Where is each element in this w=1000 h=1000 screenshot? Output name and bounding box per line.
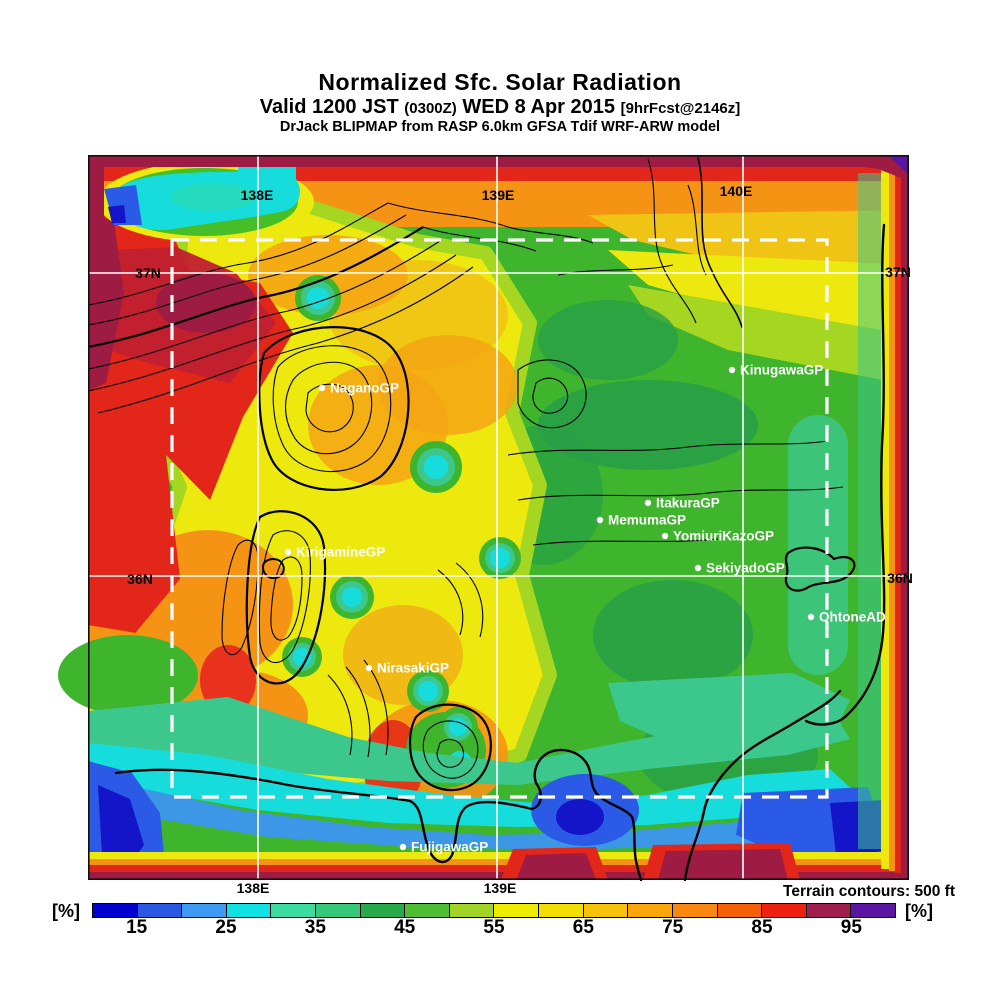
station-marker	[728, 366, 736, 374]
colorbar-tick: 45	[394, 917, 416, 938]
colorbar-unit-left: [%]	[52, 901, 80, 921]
grid-label: 138E	[241, 187, 274, 203]
station-label: KirigamineGP	[296, 545, 385, 560]
station-marker	[365, 664, 373, 672]
station-label: YomiuriKazoGP	[673, 529, 774, 544]
river-line	[697, 157, 743, 328]
grid-label: 138E	[237, 880, 270, 896]
station-label: MemumaGP	[608, 513, 686, 528]
colorbar-segment	[716, 904, 762, 917]
colorbar-segment	[315, 904, 360, 917]
station-label: FujigawaGP	[411, 840, 488, 855]
forecast-tag: [9hrFcst@2146z]	[620, 99, 741, 117]
station-label: NaganoGP	[330, 381, 399, 396]
header: Normalized Sfc. Solar Radiation Valid 12…	[0, 69, 1000, 136]
station-label: SekiyadoGP	[706, 561, 785, 576]
colorbar-tick-labels: 15 25 35 45 55 65 75 85 95	[92, 917, 896, 941]
grid-label: 140E	[720, 183, 753, 199]
cold-spots	[282, 275, 521, 747]
station-marker	[284, 548, 292, 556]
colorbar-segment	[359, 904, 405, 917]
station-marker	[399, 843, 407, 851]
grid-label: 139E	[484, 880, 517, 896]
colorbar-tick: 75	[662, 917, 684, 938]
colorbar-segment	[493, 904, 539, 917]
station-label: OhtoneAD	[819, 610, 886, 625]
colorbar-segment	[671, 904, 717, 917]
valid-prefix: Valid 1200 JST	[259, 95, 405, 118]
inner-domain-box	[170, 238, 829, 799]
grid-label: 37N	[885, 264, 911, 280]
colorbar	[92, 903, 896, 918]
colorbar-segment	[850, 904, 895, 917]
colorbar-tick: 85	[751, 917, 773, 938]
colorbar-tick: 25	[215, 917, 237, 938]
colorbar-segment	[181, 904, 226, 917]
station-marker	[596, 516, 604, 524]
colorbar-tick: 35	[304, 917, 326, 938]
station-label: ItakuraGP	[656, 496, 720, 511]
map-border	[88, 155, 910, 881]
colorbar-segment	[136, 904, 182, 917]
station-marker	[661, 532, 669, 540]
colorbar-segment	[448, 904, 494, 917]
grid-label: 36N	[127, 571, 153, 587]
terrain-contours-note: Terrain contours: 500 ft	[783, 883, 955, 900]
valid-time-line: Valid 1200 JST (0300Z) WED 8 Apr 2015 [9…	[0, 96, 1000, 118]
graticule	[88, 155, 909, 880]
colorbar-unit-right: [%]	[905, 901, 933, 921]
valid-zulu: (0300Z)	[404, 99, 457, 117]
model-line: DrJack BLIPMAP from RASP 6.0km GFSA Tdif…	[279, 119, 721, 136]
station-label: NirasakiGP	[377, 661, 449, 676]
colorbar-tick: 55	[483, 917, 505, 938]
colorbar-segment	[627, 904, 672, 917]
lake-kasumigaura	[784, 546, 856, 592]
colorbar-tick: 95	[840, 917, 862, 938]
coastlines	[114, 157, 886, 882]
station-marker	[644, 499, 652, 507]
lake-suwa	[262, 558, 285, 580]
station-marker	[807, 613, 815, 621]
colorbar-segment	[761, 904, 806, 917]
colorbar-segment	[270, 904, 316, 917]
page-title: Normalized Sfc. Solar Radiation	[318, 69, 682, 95]
colorbar-tick: 15	[126, 917, 148, 938]
valid-date: WED 8 Apr 2015	[456, 95, 621, 118]
station-layer: NaganoGP KinugawaGP ItakuraGP MemumaGPYomiu…	[284, 363, 886, 855]
colorbar-segment	[582, 904, 628, 917]
colorbar-segment	[93, 904, 137, 917]
colorbar-segment	[805, 904, 851, 917]
colorbar-segment	[225, 904, 271, 917]
grid-label: 36N	[887, 570, 913, 586]
grid-label-layer: 138E 139E 140E 37N 36N 37N 36N 138E 139E	[127, 183, 913, 896]
station-marker	[318, 384, 326, 392]
colorbar-segment	[538, 904, 583, 917]
map-canvas: 138E 139E 140E 37N 36N 37N 36N 138E 139E NaganoG…	[58, 155, 913, 896]
colorbar-tick: 65	[572, 917, 594, 938]
grid-label: 37N	[135, 265, 161, 281]
station-label: KinugawaGP	[740, 363, 823, 378]
grid-label: 139E	[482, 187, 515, 203]
terrain-contours	[87, 158, 844, 792]
station-marker	[694, 564, 702, 572]
colorbar-segment	[404, 904, 449, 917]
